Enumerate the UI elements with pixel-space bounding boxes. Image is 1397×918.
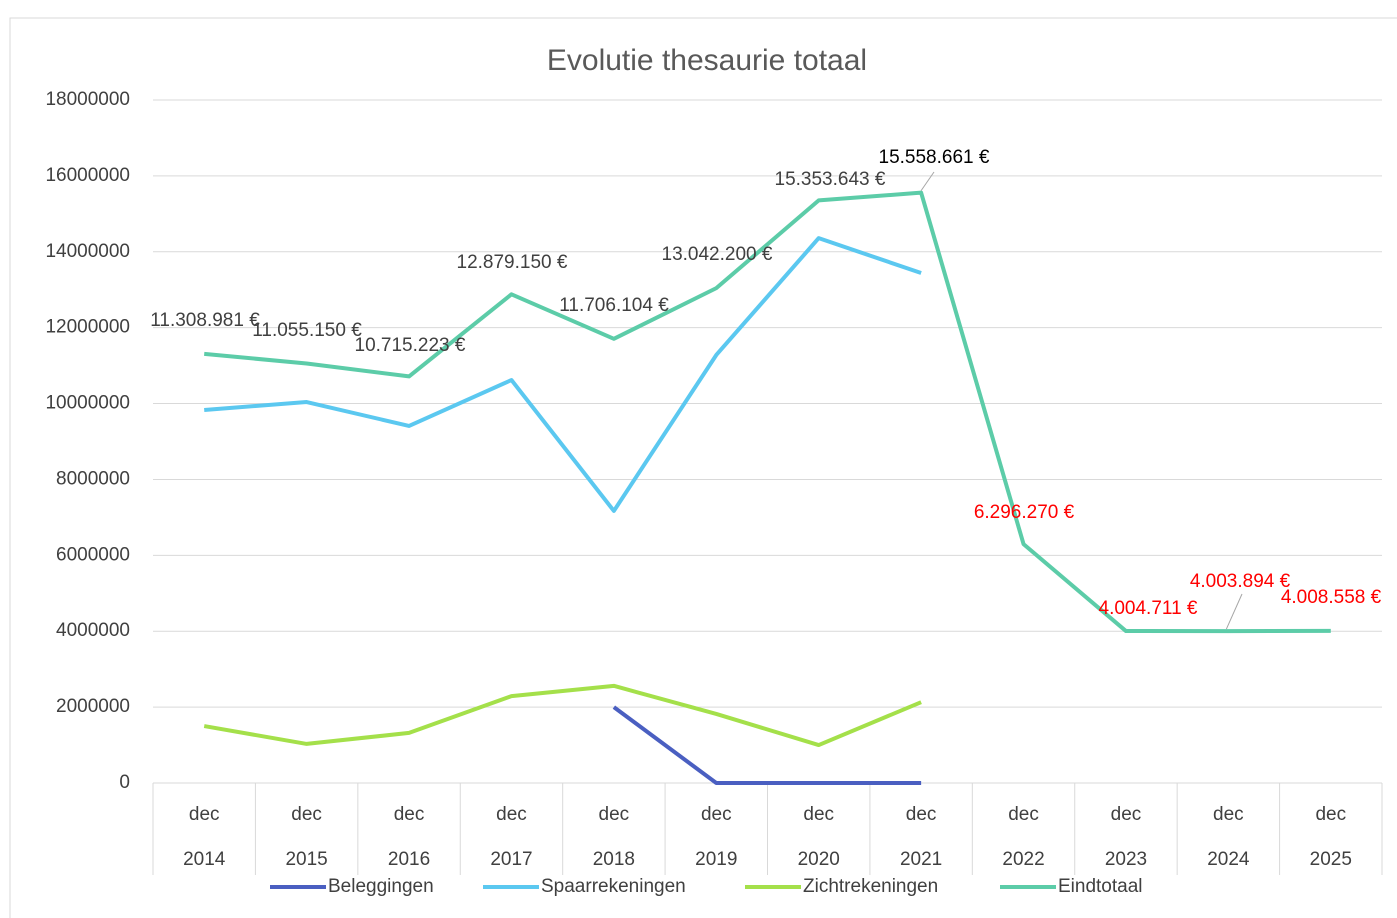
y-tick-label: 8000000 xyxy=(56,468,130,489)
x-tick-label: dec xyxy=(906,804,937,825)
x-tick-label: 2015 xyxy=(285,849,327,870)
x-tick-label: dec xyxy=(189,804,220,825)
y-tick-label: 12000000 xyxy=(45,317,130,338)
y-tick-label: 14000000 xyxy=(45,241,130,262)
x-tick-label: 2016 xyxy=(388,849,430,870)
x-tick-label: 2017 xyxy=(490,849,532,870)
x-tick-label: dec xyxy=(496,804,527,825)
x-tick-label: dec xyxy=(394,804,425,825)
data-label: 4.004.711 € xyxy=(1099,598,1198,619)
data-label: 10.715.223 € xyxy=(355,335,466,356)
x-tick-label: 2022 xyxy=(1002,849,1044,870)
x-tick-label: 2020 xyxy=(798,849,840,870)
y-tick-label: 10000000 xyxy=(45,393,130,414)
x-tick-label: dec xyxy=(1111,804,1142,825)
legend-label: Beleggingen xyxy=(328,876,434,897)
legend-label: Eindtotaal xyxy=(1058,876,1143,897)
x-tick-label: 2024 xyxy=(1207,849,1250,870)
data-label: 4.003.894 € xyxy=(1190,571,1291,592)
y-tick-label: 16000000 xyxy=(45,165,130,186)
x-tick-label: dec xyxy=(701,804,732,825)
series-line xyxy=(204,190,1331,634)
data-label: 6.296.270 € xyxy=(974,502,1075,523)
data-label: 4.008.558 € xyxy=(1281,587,1382,608)
series-line xyxy=(612,705,922,785)
series-line xyxy=(204,236,922,513)
data-label: 11.706.104 € xyxy=(559,295,669,316)
y-tick-label: 4000000 xyxy=(56,620,130,641)
x-tick-label: 2019 xyxy=(695,849,737,870)
data-label: 11.308.981 € xyxy=(150,310,260,331)
y-tick-label: 18000000 xyxy=(45,89,130,110)
y-tick-label: 6000000 xyxy=(56,544,130,565)
x-tick-label: dec xyxy=(1008,804,1039,825)
series-line xyxy=(203,683,922,748)
data-label: 11.055.150 € xyxy=(252,320,362,341)
legend-label: Spaarrekeningen xyxy=(541,876,686,897)
x-tick-label: 2018 xyxy=(593,849,635,870)
leader-line xyxy=(920,171,935,191)
x-tick-label: 2025 xyxy=(1310,849,1352,870)
data-label: 15.353.643 € xyxy=(775,169,886,190)
leader-line xyxy=(1225,593,1243,630)
chart-border xyxy=(9,17,1397,918)
y-tick-label: 2000000 xyxy=(56,696,130,717)
data-label: 15.558.661 € xyxy=(879,147,990,168)
x-tick-label: dec xyxy=(599,804,630,825)
x-tick-label: 2023 xyxy=(1105,849,1147,870)
data-label: 13.042.200 € xyxy=(662,244,773,265)
legend-label: Zichtrekeningen xyxy=(803,876,938,897)
data-label: 12.879.150 € xyxy=(457,252,568,273)
x-tick-label: dec xyxy=(803,804,834,825)
y-tick-label: 0 xyxy=(119,772,130,793)
x-tick-label: 2021 xyxy=(900,849,942,870)
chart-title: Evolutie thesaurie totaal xyxy=(547,44,867,77)
x-tick-label: 2014 xyxy=(183,849,226,870)
x-tick-label: dec xyxy=(291,804,322,825)
x-tick-label: dec xyxy=(1213,804,1244,825)
x-tick-label: dec xyxy=(1315,804,1346,825)
